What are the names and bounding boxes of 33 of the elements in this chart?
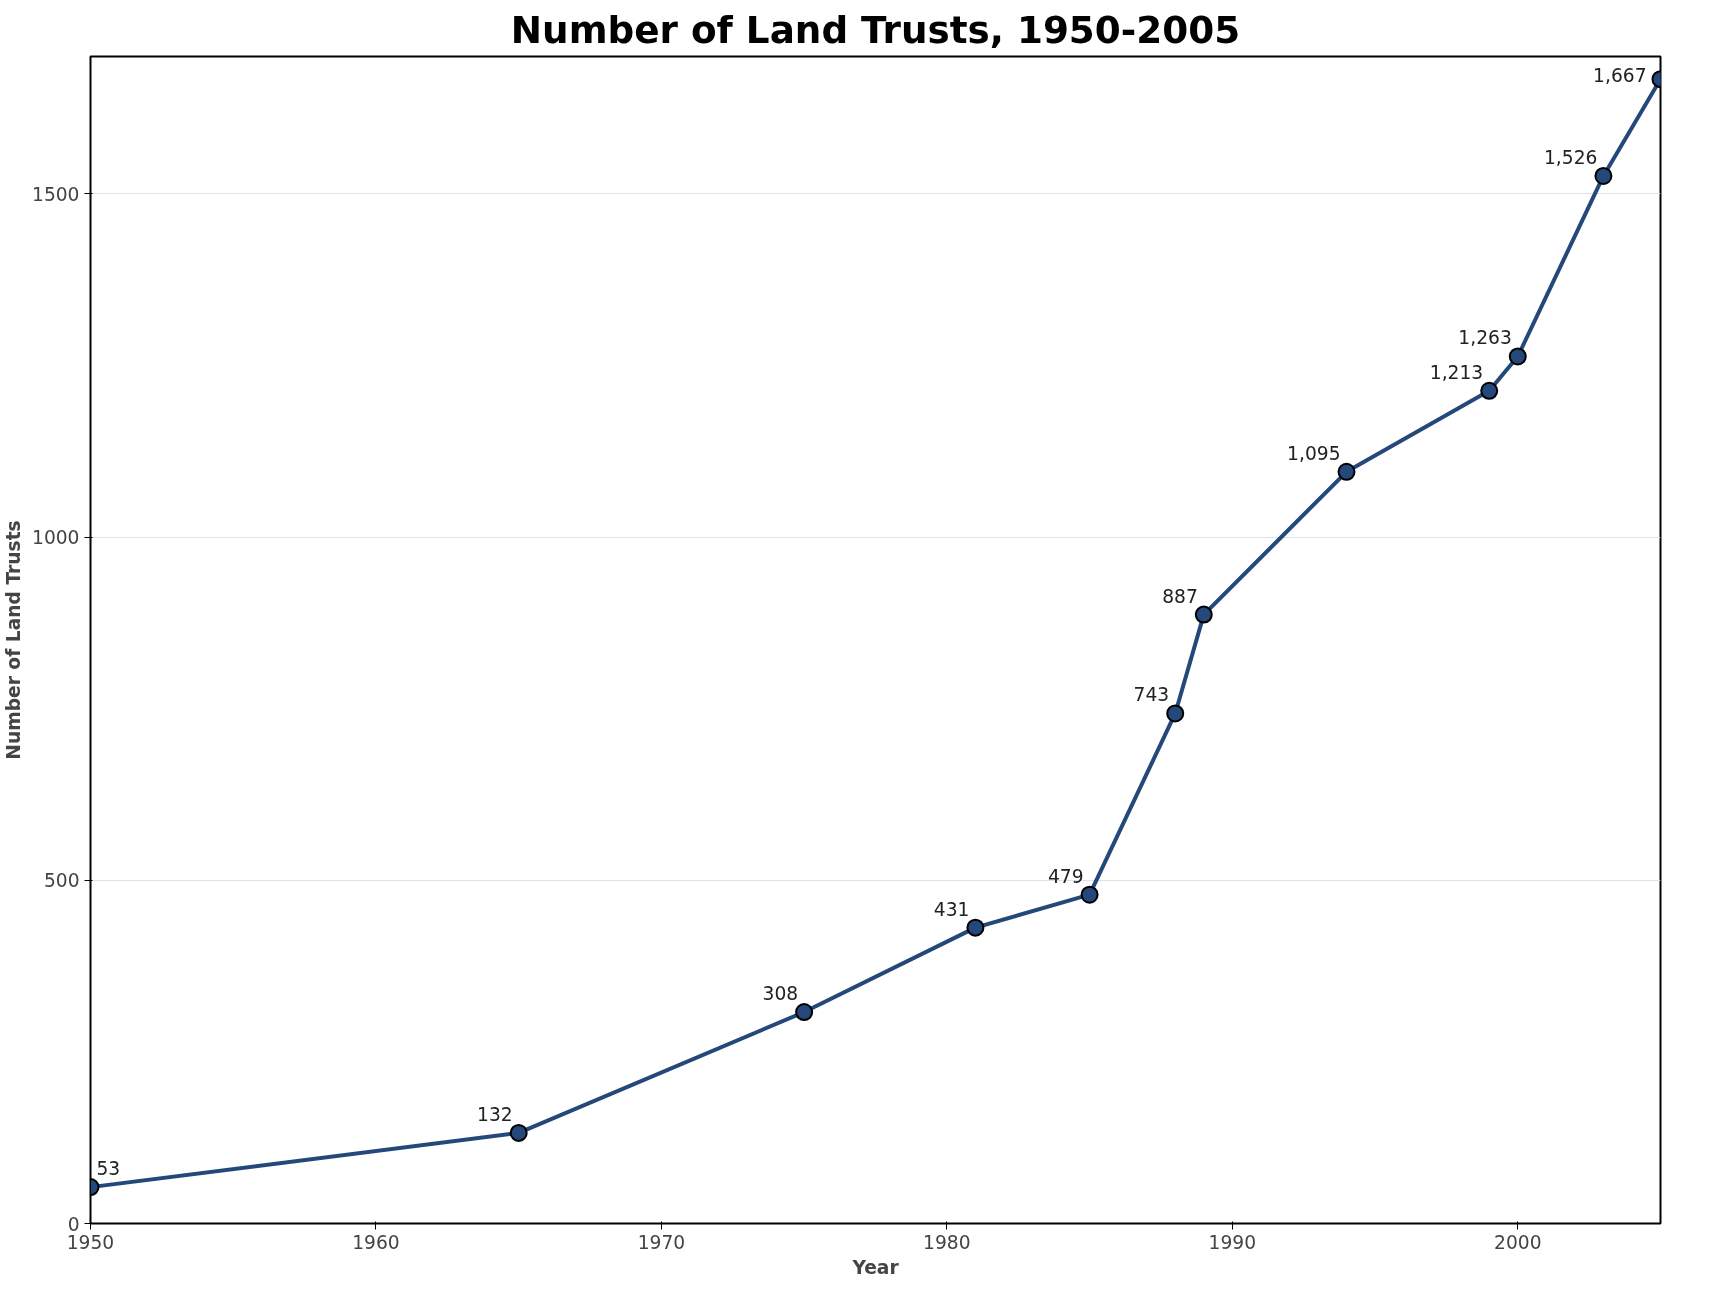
data-label: 1,213 xyxy=(1429,361,1484,383)
point xyxy=(1166,704,1185,723)
x-tick-label: 1980 xyxy=(923,1231,971,1253)
point xyxy=(1508,347,1527,366)
y-tick-label: 1500 xyxy=(32,183,80,205)
data-label: 1,263 xyxy=(1458,327,1512,349)
x-tick-label: 2000 xyxy=(1494,1231,1542,1253)
x-tick-label: 1960 xyxy=(352,1231,400,1253)
data-label: 1,526 xyxy=(1544,146,1598,168)
point xyxy=(1337,462,1356,481)
y-tick-label: 1000 xyxy=(32,527,80,549)
data-label: 479 xyxy=(1047,865,1084,887)
point xyxy=(509,1123,528,1142)
x-tick-label: 1970 xyxy=(637,1231,686,1253)
y-tick-label: 500 xyxy=(43,870,80,892)
point xyxy=(966,918,985,937)
data-label: 308 xyxy=(762,983,799,1005)
data-label: 887 xyxy=(1162,585,1198,607)
data-label: 1,095 xyxy=(1287,442,1341,464)
point xyxy=(1594,166,1613,185)
x-axis-title: Year xyxy=(851,1256,900,1278)
x-tick-label: 1990 xyxy=(1208,1231,1257,1253)
data-label: 132 xyxy=(477,1103,513,1125)
point xyxy=(1480,381,1499,400)
data-label: 1,667 xyxy=(1593,65,1647,87)
data-label: 53 xyxy=(96,1158,121,1180)
point xyxy=(795,1003,814,1022)
y-axis-title: Number of Land Trusts xyxy=(3,520,25,760)
point xyxy=(1194,605,1213,624)
data-label: 431 xyxy=(933,898,970,920)
point xyxy=(1080,885,1099,904)
data-label: 743 xyxy=(1133,684,1170,706)
chart-title: Number of Land Trusts, 1950-2005 xyxy=(510,7,1241,52)
